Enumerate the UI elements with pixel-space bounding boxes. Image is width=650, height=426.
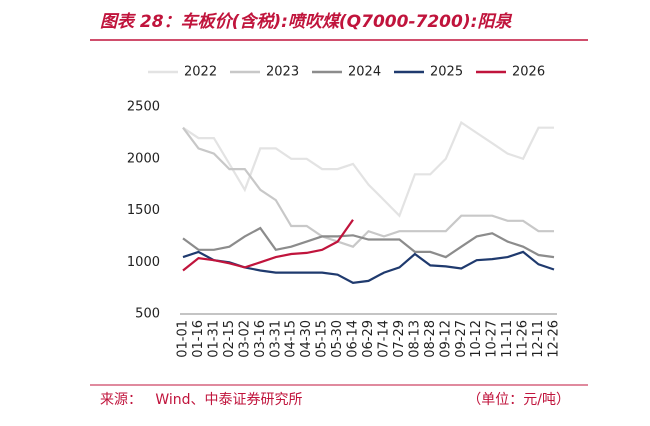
legend-label: 2026	[512, 65, 545, 80]
legend-label: 2023	[266, 65, 299, 80]
x-tick-label: 01-16	[191, 320, 206, 358]
x-tick-label: 12-11	[531, 320, 546, 358]
unit: （单位：元/吨）	[467, 392, 570, 408]
legend-label: 2022	[184, 65, 217, 80]
x-tick-label: 01-31	[206, 320, 221, 358]
x-tick-label: 06-14	[346, 320, 361, 358]
x-tick-label: 08-13	[407, 320, 422, 358]
x-tick-label: 07-14	[376, 320, 391, 358]
chart-title: 图表 28：车板价(含税):喷吹煤(Q7000-7200):阳泉	[100, 12, 512, 32]
legend-label: 2025	[430, 65, 463, 80]
x-tick-label: 08-28	[423, 320, 438, 358]
series-line	[182, 226, 555, 259]
y-tick-label: 1000	[127, 255, 160, 270]
series-line	[182, 127, 554, 248]
x-tick-label: 11-26	[516, 320, 531, 358]
x-tick-label: 06-29	[361, 320, 376, 358]
y-tick-label: 2000	[127, 151, 160, 166]
x-tick-label: 09-12	[438, 320, 453, 358]
x-tick-label: 04-30	[299, 320, 314, 358]
x-tick-label: 02-15	[222, 320, 237, 358]
y-tick-label: 1500	[127, 203, 160, 218]
legend-label: 2024	[348, 65, 381, 80]
x-tick-label: 03-16	[253, 320, 268, 358]
x-tick-label: 11-11	[500, 320, 515, 358]
x-tick-label: 05-15	[315, 320, 330, 358]
series-line	[182, 120, 554, 218]
series-line	[182, 250, 555, 285]
x-tick-label: 03-31	[268, 320, 283, 358]
x-tick-label: 10-27	[485, 320, 500, 358]
x-tick-label: 04-15	[284, 320, 299, 358]
y-tick-label: 500	[135, 307, 160, 322]
source: 来源： Wind、中泰证券研究所	[100, 392, 303, 408]
x-tick-label: 10-12	[469, 320, 484, 358]
x-tick-label: 07-29	[392, 320, 407, 358]
x-tick-label: 01-01	[176, 320, 191, 358]
series-line	[182, 219, 354, 272]
x-tick-label: 09-27	[454, 320, 469, 358]
y-tick-label: 2500	[127, 100, 160, 115]
x-tick-label: 12-26	[547, 320, 562, 358]
x-tick-label: 05-30	[330, 320, 345, 358]
x-tick-label: 03-02	[237, 320, 252, 358]
